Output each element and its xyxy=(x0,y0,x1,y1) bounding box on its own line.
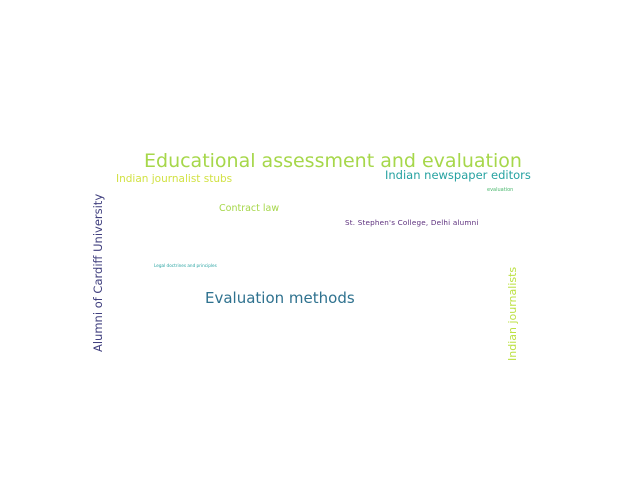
word-indian-journalist-stubs: Indian journalist stubs xyxy=(116,173,233,185)
word-legal-doctrines: Legal doctrines and principles xyxy=(154,263,217,268)
word-contract-law: Contract law xyxy=(219,203,280,214)
word-educational-assessment: Educational assessment and evaluation xyxy=(144,150,522,172)
word-alumni-cardiff: Alumni of Cardiff University xyxy=(91,193,105,352)
word-evaluation: evaluation xyxy=(487,187,514,193)
word-evaluation-methods: Evaluation methods xyxy=(205,289,355,307)
word-st-stephens-alumni: St. Stephen's College, Delhi alumni xyxy=(345,218,479,227)
word-indian-journalists: Indian journalists xyxy=(506,266,519,361)
word-indian-newspaper-editors: Indian newspaper editors xyxy=(385,168,531,182)
